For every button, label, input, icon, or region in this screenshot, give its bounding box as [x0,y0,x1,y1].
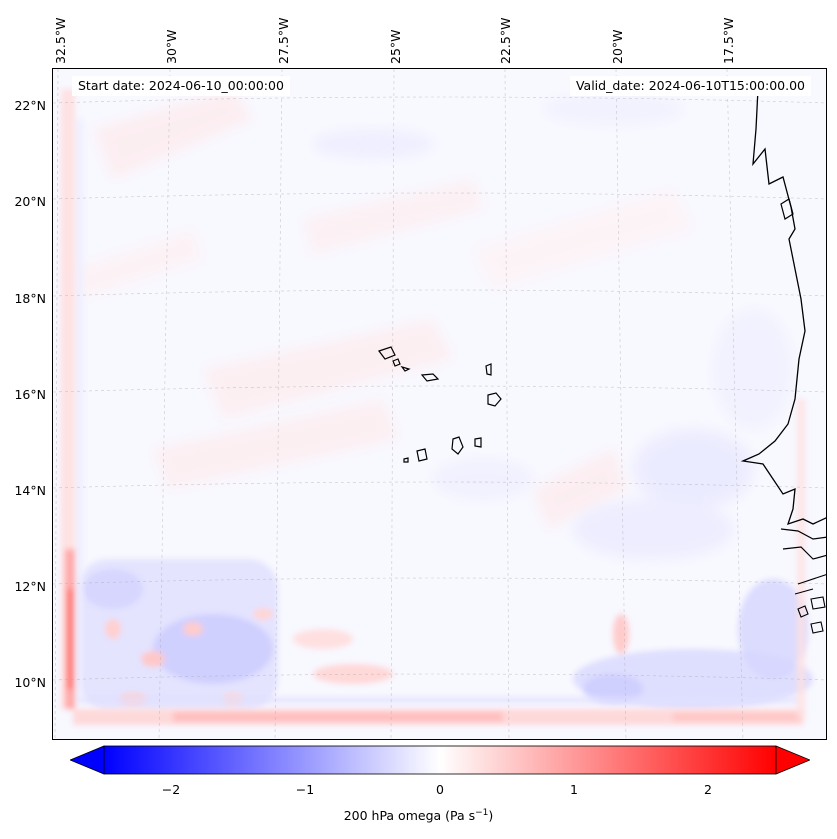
lon-label-17-5w: 17.5°W [721,17,736,64]
lat-label-16n: 16°N [14,387,46,402]
lat-label-12n: 12°N [14,579,46,594]
colorbar-label: 200 hPa omega (Pa s−1) [343,808,494,824]
gambia-estuary [780,528,826,560]
colorbar-gradient [103,745,777,775]
africa-coastline [740,88,826,526]
weak-positive-bands [73,89,693,529]
boundary-artefact [61,89,805,725]
colorbar-tick-0: 0 [436,782,444,797]
lon-label-30w: 30°W [164,29,179,64]
map-panel [52,68,827,740]
lat-label-10n: 10°N [14,675,46,690]
lat-label-20n: 20°N [14,194,46,209]
lat-label-22n: 22°N [14,98,46,113]
colorbar-extend-high [775,745,810,775]
lower-right-convective-region [293,579,813,709]
colorbar-tick-2: 2 [704,782,712,797]
lon-label-25w: 25°W [388,29,403,64]
guinea-bissau-islands [794,574,826,634]
lat-label-18n: 18°N [14,291,46,306]
lon-label-22-5w: 22.5°W [498,17,513,64]
cap-vert-peninsula [780,198,794,220]
colorbar-tick-m2: −2 [161,782,181,797]
gridlines [53,69,826,739]
colorbar [70,745,810,775]
lon-label-20w: 20°W [610,29,625,64]
lower-left-convective-region [78,559,278,709]
lon-label-32-5w: 32.5°W [53,17,68,64]
omega-field-map [53,69,826,739]
valid-date-label: Valid_date: 2024-06-10T15:00:00.00 [569,76,811,96]
start-date-label: Start date: 2024-06-10_00:00:00 [72,76,290,96]
lat-label-14n: 14°N [14,483,46,498]
colorbar-extend-low [70,745,105,775]
colorbar-tick-1: 1 [570,782,578,797]
lon-label-27-5w: 27.5°W [276,17,291,64]
weak-negative-patches [313,93,793,559]
cape-verde-islands [378,346,502,463]
colorbar-tick-m1: −1 [295,782,315,797]
